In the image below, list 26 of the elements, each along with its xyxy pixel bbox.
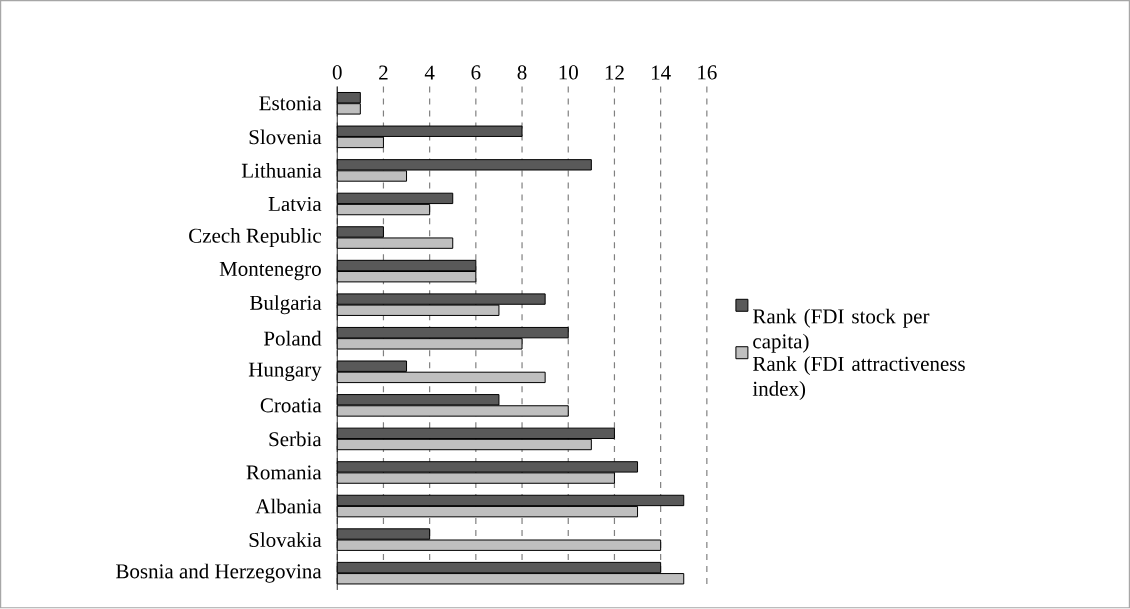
y-tick-label: Albania: [255, 498, 322, 514]
y-tick-label: Hungary: [248, 362, 322, 382]
y-tick-label: Romania: [246, 465, 322, 480]
y-tick-label: Czech Republic: [189, 228, 321, 248]
x-tick-label: 12: [605, 65, 624, 80]
y-tick-label: Slovenia: [249, 129, 322, 145]
legend-label: Rank (FDI stock per capita): [752, 308, 930, 353]
x-tick-label: 10: [559, 65, 578, 80]
y-tick-label: Slovakia: [249, 532, 322, 548]
y-tick-label: Serbia: [269, 431, 322, 447]
x-tick-label: 14: [652, 65, 671, 80]
x-tick-label: 4: [424, 65, 435, 80]
x-tick-label: 2: [379, 65, 388, 80]
y-tick-label: Latvia: [268, 197, 322, 212]
legend-label: Rank (FDI attractiveness index): [752, 356, 965, 401]
y-tick-label: Bosnia and Herzegovina: [116, 563, 322, 583]
y-tick-label: Lithuania: [241, 163, 322, 179]
x-tick-label: 6: [471, 65, 481, 80]
x-tick-label: 8: [517, 65, 527, 80]
y-tick-label: Montenegro: [219, 262, 321, 281]
x-tick-label: 0: [332, 65, 342, 80]
y-tick-label: Poland: [263, 331, 322, 346]
y-tick-label: Croatia: [260, 398, 322, 413]
y-tick-label: Estonia: [259, 96, 322, 111]
x-tick-label: 16: [698, 65, 717, 80]
y-tick-label: Bulgaria: [250, 295, 322, 315]
